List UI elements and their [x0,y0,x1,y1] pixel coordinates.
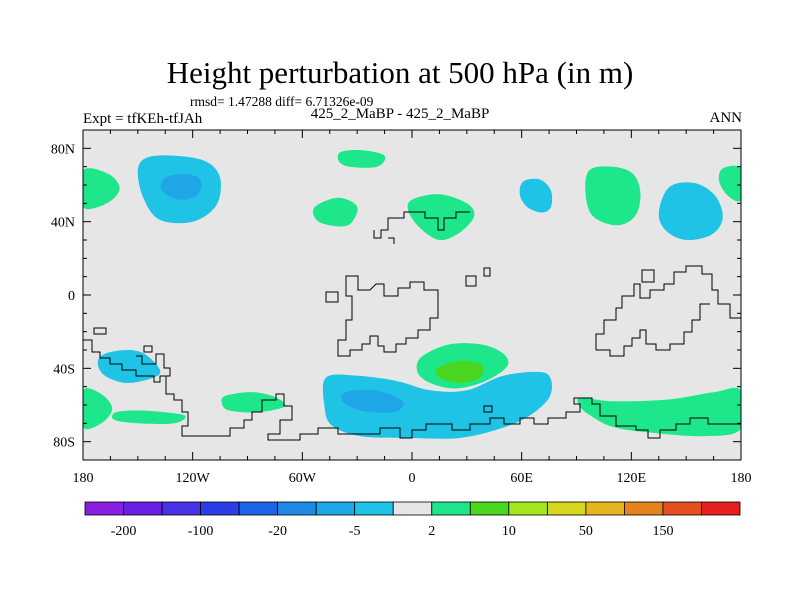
colorbar-label: -200 [111,524,137,539]
case-label: 425_2_MaBP - 425_2_MaBP [310,106,490,122]
coastline-africa [337,275,439,357]
experiment-label: Expt = tfKEh-tfJAh [83,111,203,127]
colorbar-swatch [624,501,664,516]
contour-region-11 [97,349,161,384]
colorbar-swatch [354,501,394,516]
coastline-australia [595,265,741,357]
contour-region-7 [519,178,553,213]
coastlines [83,211,741,441]
contour-region-19 [577,387,741,437]
colorbar-label: 50 [579,524,593,539]
y-tick-label: 40S [53,362,75,377]
x-tick-label: 120W [176,471,211,486]
colorbar: -200 -100 -20 -5 2 10 50 150 [84,501,741,539]
colorbar-swatch [123,501,163,516]
colorbar-swatch [508,501,548,516]
colorbar-swatch [84,501,124,516]
y-tick-label: 40N [51,216,75,231]
stats-text: rmsd= 1.47288 diff= 6.71326e-09 [190,94,374,109]
colorbar-swatch [701,501,741,516]
chart-title: Height perturbation at 500 hPa (in m) [166,55,634,90]
colorbar-swatch [662,501,702,516]
contour-regions [83,149,741,439]
colorbar-label: -5 [349,524,361,539]
x-tick-label: 0 [409,471,416,486]
colorbar-swatch [392,501,433,516]
contour-region-4 [337,149,386,168]
x-tick-label: 120E [617,471,647,486]
x-tick-label: 60W [289,471,317,486]
x-tick-label: 180 [73,471,94,486]
colorbar-swatch [546,501,587,516]
contour-region-16 [341,389,404,413]
colorbar-swatch [161,501,201,516]
contour-region-2 [160,173,202,200]
colorbar-swatch [277,501,317,516]
contour-region-14 [221,392,286,413]
contour-region-15 [322,371,552,439]
colorbar-swatch [238,501,279,516]
x-tick-label: 180 [731,471,752,486]
contour-region-13 [111,410,186,425]
colorbar-label: 10 [502,524,516,539]
contour-region-18 [435,360,484,383]
colorbar-label: -100 [188,524,214,539]
season-label: ANN [709,110,743,126]
coastline-southern-continent [83,339,741,441]
coastline-eurasia [373,211,470,244]
contour-region-12 [83,388,113,430]
contour-region-10 [718,165,741,202]
colorbar-swatch [431,501,471,516]
contour-region-3 [83,168,120,210]
coastline-islands [93,267,655,413]
colorbar-swatch [315,501,356,516]
colorbar-label: -20 [268,524,287,539]
colorbar-swatch [469,501,510,516]
y-tick-label: 80N [51,142,75,157]
contour-region-6 [407,194,475,241]
contour-region-9 [658,182,723,241]
contour-region-8 [585,166,641,226]
y-tick-label: 0 [68,289,75,304]
coastline-south-america [136,353,171,377]
axis-ticks: 180 120W 60W 0 60E 120E 180 80N 40N 0 40S 80S [51,130,752,486]
y-tick-label: 80S [53,436,75,451]
x-tick-label: 60E [510,471,533,486]
colorbar-swatch [585,501,625,516]
colorbar-label: 2 [428,524,435,539]
colorbar-swatch [200,501,240,516]
colorbar-label: 150 [652,524,673,539]
contour-region-5 [312,197,358,227]
